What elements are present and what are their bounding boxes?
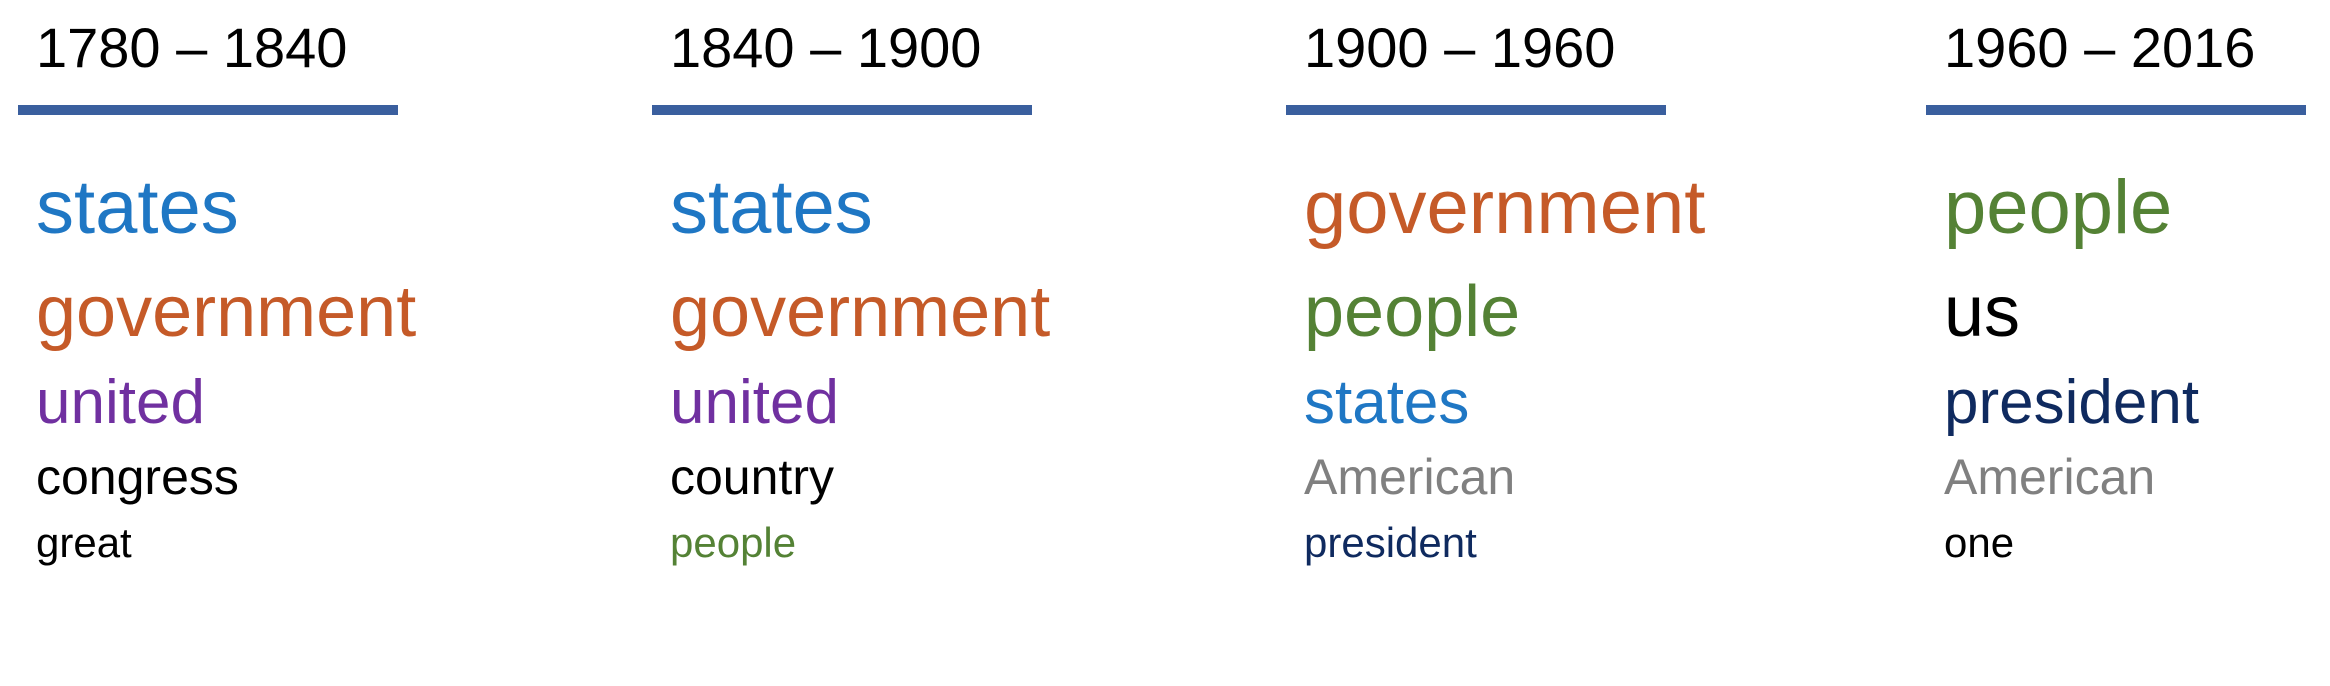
top-word-5: one <box>1944 519 2015 566</box>
top-word-1: government <box>1304 165 1706 250</box>
top-word-5: people <box>670 519 797 566</box>
period-label: 1840 – 1900 <box>670 16 982 79</box>
top-word-4: country <box>670 449 834 505</box>
period-underline <box>18 105 398 115</box>
top-word-2: people <box>1304 272 1521 352</box>
top-word-1: people <box>1944 165 2173 250</box>
top-word-2: government <box>670 272 1051 352</box>
top-word-5: president <box>1304 519 1477 566</box>
period-label: 1780 – 1840 <box>36 16 348 79</box>
period-underline <box>1286 105 1666 115</box>
top-word-3: united <box>670 368 839 437</box>
period-label: 1900 – 1960 <box>1304 16 1616 79</box>
top-word-3: states <box>1304 368 1470 437</box>
top-word-2: government <box>36 272 417 352</box>
period-underline <box>1926 105 2306 115</box>
top-word-4: American <box>1304 449 1516 505</box>
top-word-4: congress <box>36 449 239 505</box>
top-word-1: states <box>670 165 873 250</box>
top-word-4: American <box>1944 449 2156 505</box>
top-word-3: president <box>1944 368 2200 437</box>
top-word-5: great <box>36 519 132 566</box>
period-underline <box>652 105 1032 115</box>
top-word-2: us <box>1944 272 2021 352</box>
top-word-1: states <box>36 165 239 250</box>
period-label: 1960 – 2016 <box>1944 16 2256 79</box>
top-word-3: united <box>36 368 205 437</box>
